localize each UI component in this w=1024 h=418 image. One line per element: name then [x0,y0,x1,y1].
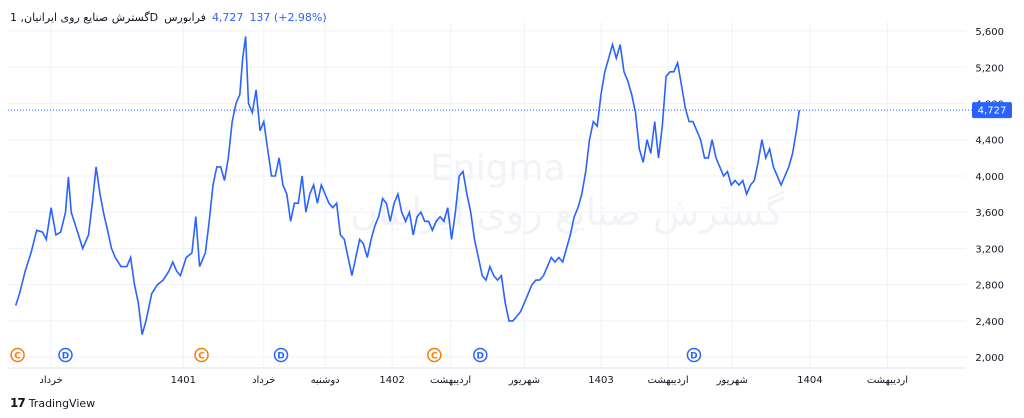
event-circle [427,347,442,363]
event-circle [686,347,702,363]
dividend-marker: D [58,347,73,363]
legend-header: گسترش صنایع روی ایرانیان, 1D فرابورس 4,7… [10,8,327,26]
x-tick-label: اردیبهشت [430,375,471,386]
y-tick-label: 2,400 [975,317,1004,328]
y-tick-label: 5,200 [975,63,1004,74]
exchange-name: فرابورس [164,10,206,24]
price-tag-label: 4,727 [978,106,1007,117]
price-change: 137 (+2.98%) [249,10,327,24]
event-circle [194,347,209,363]
x-axis: خرداد 1401 خرداد دوشنبه 1402 اردیبهشت شهریور 14… [39,375,908,386]
x-tick-label: شهریور [508,375,540,386]
symbol-name[interactable]: گسترش صنایع روی ایرانیان, 1D [10,10,159,24]
corporate-action-marker: C [427,347,442,363]
y-tick-label: 4,400 [975,136,1004,147]
y-tick-label: 5,600 [975,27,1004,38]
watermark-brand: Enigma [430,148,566,189]
grid-lines [8,22,966,368]
dividend-marker: D [473,347,488,363]
corporate-action-marker: C [10,347,25,363]
series-line [14,36,801,335]
y-tick-label: 2,800 [975,281,1004,292]
x-tick-label: 1403 [588,375,613,386]
event-letter: D [62,352,69,362]
x-tick-label: اردیبهشت [647,375,688,386]
dividend-marker: D [686,347,702,363]
footer-brand[interactable]: 17 TradingView [10,396,95,410]
price-tag: 4,727 [972,102,1012,119]
event-letter: D [277,352,284,362]
x-tick-label: 1401 [171,375,196,386]
event-circle [58,347,73,363]
x-tick-label: دوشنبه [311,375,340,386]
y-axis: 2,0002,4002,8003,2003,6004,0004,4004,800… [975,27,1004,364]
y-tick-label: 2,000 [975,353,1004,364]
x-tick-label: خرداد [39,375,62,386]
y-tick-label: 4,000 [975,172,1004,183]
tradingview-logo-icon: 17 [10,396,26,410]
dividend-marker: D [273,347,289,363]
event-letter: D [690,352,697,362]
x-tick-label: 1404 [797,375,822,386]
x-tick-label: خرداد [252,375,275,386]
event-circle [273,347,289,363]
y-tick-label: 3,600 [975,208,1004,219]
event-letter: C [431,352,438,362]
x-tick-label: اردیبهشت [867,375,908,386]
event-circle [473,347,488,363]
x-tick-label: 1402 [379,375,404,386]
last-price: 4,727 [211,10,244,24]
event-circle [10,347,25,363]
event-letter: C [198,352,205,362]
x-tick-label: شهریور [716,375,748,386]
y-tick-label: 3,200 [975,244,1004,255]
event-letter: C [14,352,21,362]
tradingview-label: TradingView [28,396,96,410]
corporate-action-marker: C [194,347,209,363]
event-letter: D [477,352,484,362]
